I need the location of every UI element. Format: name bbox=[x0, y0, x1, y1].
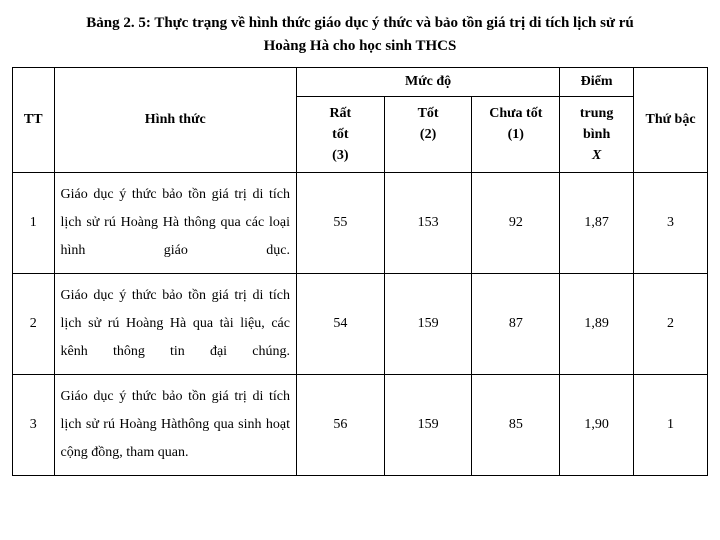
cell-diem: 1,87 bbox=[560, 173, 634, 274]
cell-desc: Giáo dục ý thức bảo tồn giá trị di tích … bbox=[54, 375, 296, 476]
cell-desc: Giáo dục ý thức bảo tồn giá trị di tích … bbox=[54, 274, 296, 375]
cell-tt: 3 bbox=[13, 375, 55, 476]
header-rat-tot-2: tốt bbox=[303, 124, 378, 145]
header-tt: TT bbox=[13, 68, 55, 173]
cell-thu-bac: 3 bbox=[634, 173, 708, 274]
header-muc-do: Mức độ bbox=[296, 68, 559, 97]
header-diem-2: trung bbox=[566, 103, 627, 124]
cell-chua-tot: 87 bbox=[472, 274, 560, 375]
data-table: TT Hình thức Mức độ Điểm Thứ bậc Rất tốt… bbox=[12, 67, 708, 476]
table-row: 3 Giáo dục ý thức bảo tồn giá trị di tíc… bbox=[13, 375, 708, 476]
cell-rat-tot: 55 bbox=[296, 173, 384, 274]
cell-chua-tot: 92 bbox=[472, 173, 560, 274]
header-thu-bac: Thứ bậc bbox=[634, 68, 708, 173]
cell-tt: 2 bbox=[13, 274, 55, 375]
cell-diem: 1,90 bbox=[560, 375, 634, 476]
header-diem-x: X bbox=[566, 145, 627, 166]
header-rat-tot-3: (3) bbox=[303, 145, 378, 166]
header-hinh-thuc: Hình thức bbox=[54, 68, 296, 173]
title-line-2: Hoàng Hà cho học sinh THCS bbox=[264, 38, 457, 54]
cell-rat-tot: 56 bbox=[296, 375, 384, 476]
title-line-1: Bảng 2. 5: Thực trạng về hình thức giáo … bbox=[86, 15, 633, 31]
header-rat-tot: Rất tốt (3) bbox=[296, 97, 384, 173]
header-tot-2: (2) bbox=[391, 124, 466, 145]
cell-chua-tot: 85 bbox=[472, 375, 560, 476]
cell-diem: 1,89 bbox=[560, 274, 634, 375]
cell-thu-bac: 1 bbox=[634, 375, 708, 476]
cell-tot: 159 bbox=[384, 274, 472, 375]
table-row: 1 Giáo dục ý thức bảo tồn giá trị di tíc… bbox=[13, 173, 708, 274]
cell-tot: 159 bbox=[384, 375, 472, 476]
header-diem-bottom: trung bình X bbox=[560, 97, 634, 173]
cell-thu-bac: 2 bbox=[634, 274, 708, 375]
header-tot-1: Tốt bbox=[391, 103, 466, 124]
header-chua-tot: Chưa tốt (1) bbox=[472, 97, 560, 173]
cell-tot: 153 bbox=[384, 173, 472, 274]
cell-rat-tot: 54 bbox=[296, 274, 384, 375]
header-chua-tot-2: (1) bbox=[478, 124, 553, 145]
header-rat-tot-1: Rất bbox=[303, 103, 378, 124]
cell-tt: 1 bbox=[13, 173, 55, 274]
table-row: 2 Giáo dục ý thức bảo tồn giá trị di tíc… bbox=[13, 274, 708, 375]
header-chua-tot-1: Chưa tốt bbox=[478, 103, 553, 124]
cell-desc: Giáo dục ý thức bảo tồn giá trị di tích … bbox=[54, 173, 296, 274]
header-tot: Tốt (2) bbox=[384, 97, 472, 173]
header-diem-top: Điểm bbox=[560, 68, 634, 97]
table-title: Bảng 2. 5: Thực trạng về hình thức giáo … bbox=[12, 12, 708, 57]
header-diem-3: bình bbox=[566, 124, 627, 145]
